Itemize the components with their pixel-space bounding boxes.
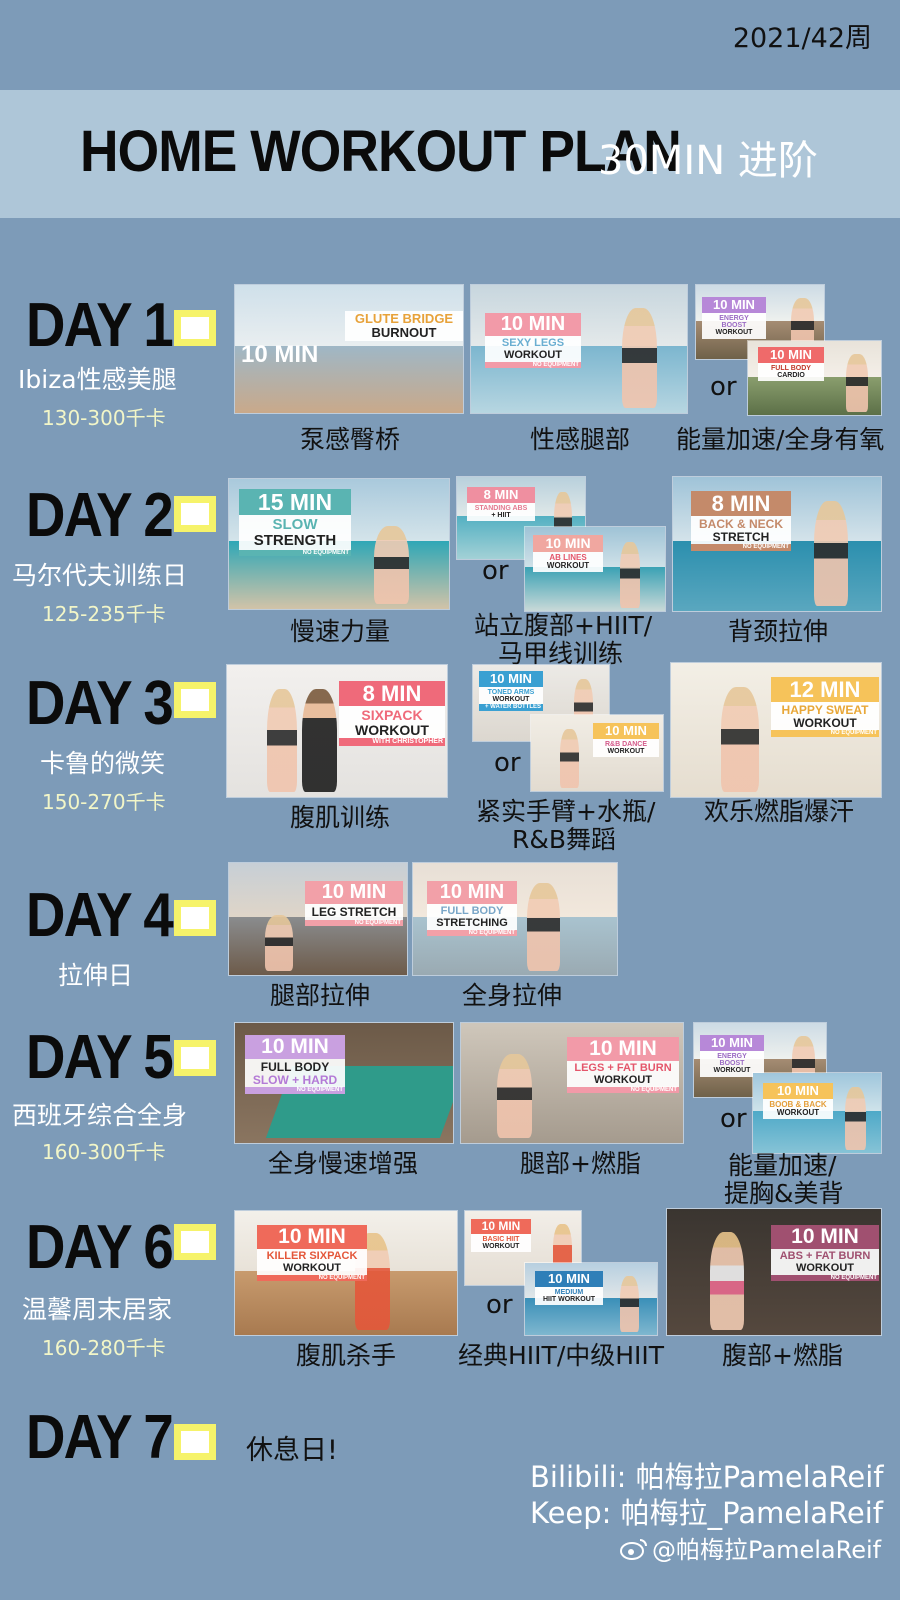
or-label: or [494, 748, 521, 778]
day-2-checkbox[interactable] [174, 496, 216, 532]
day-5-subtitle: 西班牙综合全身 [12, 1101, 188, 1130]
video-thumbnail[interactable]: 10 MIN LEGS + FAT BURN WORKOUT NO EQUIPM… [460, 1022, 684, 1144]
day-1-title: DAY 1 [26, 291, 174, 360]
day-2-subtitle: 马尔代夫训练日 [12, 561, 188, 590]
or-label: or [486, 1290, 513, 1320]
video-thumbnail[interactable]: 12 MIN HAPPY SWEAT WORKOUT NO EQUIPMENT [670, 662, 882, 798]
thumbnail-caption: 性感腿部 [530, 425, 631, 454]
weibo-handle: @帕梅拉PamelaReif [652, 1536, 882, 1564]
video-thumbnail[interactable]: 10 MIN ABS + FAT BURN WORKOUT NO EQUIPME… [666, 1208, 882, 1336]
thumbnail-caption: 能量加速/ [728, 1151, 837, 1180]
thumbnail-caption: 腹肌杀手 [296, 1341, 397, 1370]
plan-subtitle: 30MIN 进阶 [598, 138, 818, 184]
weibo-watermark: @帕梅拉PamelaReif [620, 1530, 881, 1565]
title-banner: HOME WORKOUT PLAN 30MIN 进阶 [0, 90, 900, 218]
video-thumbnail[interactable]: 8 MIN BACK & NECK STRETCH NO EQUIPMENT [672, 476, 882, 612]
thumbnail-caption: 紧实手臂+水瓶/ [476, 797, 656, 826]
day-4-title: DAY 4 [26, 881, 174, 950]
day-6-kcal: 160-280千卡 [42, 1336, 166, 1360]
video-thumbnail[interactable]: 10 MIN FULL BODY STRETCHING NO EQUIPMENT [412, 862, 618, 976]
video-thumbnail[interactable]: 10 MIN ENERGY BOOST WORKOUT [695, 284, 825, 360]
day-5-kcal: 160-300千卡 [42, 1140, 166, 1164]
thumbnail-caption: 腿部拉伸 [270, 981, 371, 1010]
rest-day-label: 休息日! [246, 1435, 338, 1466]
thumbnail-caption: 提胸&美背 [724, 1179, 844, 1208]
thumbnail-caption: 腹肌训练 [290, 803, 391, 832]
or-label: or [720, 1104, 747, 1134]
weibo-icon [620, 1537, 648, 1561]
day-3-subtitle: 卡鲁的微笑 [40, 749, 166, 778]
day-3-checkbox[interactable] [174, 682, 216, 718]
keep-credit: Keep: 帕梅拉_PamelaReif [530, 1496, 883, 1530]
video-thumbnail[interactable]: 10 MIN FULL BODY SLOW + HARD NO EQUIPMEN… [234, 1022, 454, 1144]
day-6-subtitle: 温馨周末居家 [22, 1295, 173, 1324]
video-thumbnail[interactable]: 10 MIN MEDIUM HIIT WORKOUT [524, 1262, 658, 1336]
day-2-title: DAY 2 [26, 481, 174, 550]
video-thumbnail[interactable]: 15 MIN SLOW STRENGTH NO EQUIPMENT [228, 478, 450, 610]
thumbnail-caption: 欢乐燃脂爆汗 [704, 797, 855, 826]
thumbnail-caption: 站立腹部+HIIT/ [474, 611, 653, 640]
video-thumbnail[interactable]: 10 MIN SEXY LEGS WORKOUT NO EQUIPMENT [470, 284, 688, 414]
or-label: or [710, 372, 737, 402]
day-7-title: DAY 7 [26, 1403, 174, 1472]
thumbnail-caption: 马甲线训练 [498, 639, 624, 668]
plan-title: HOME WORKOUT PLAN [80, 119, 682, 184]
video-thumbnail[interactable]: 8 MIN SIXPACK WORKOUT WITH CHRISTOPHER [226, 664, 448, 798]
day-3-title: DAY 3 [26, 669, 174, 738]
thumbnail-minutes: 10 MIN [241, 341, 319, 368]
day-1-checkbox[interactable] [174, 310, 216, 346]
day-4-subtitle: 拉伸日 [58, 961, 134, 990]
thumbnail-caption: 腹部+燃脂 [722, 1341, 843, 1370]
week-label: 2021/42周 [732, 23, 872, 54]
thumbnail-caption: R&B舞蹈 [512, 825, 617, 854]
video-thumbnail[interactable]: 10 MIN AB LINES WORKOUT [524, 526, 666, 612]
thumbnail-caption: 经典HIIT/中级HIIT [458, 1341, 665, 1370]
day-4-checkbox[interactable] [174, 900, 216, 936]
day-6-checkbox[interactable] [174, 1224, 216, 1260]
day-3-kcal: 150-270千卡 [42, 790, 166, 814]
video-thumbnail[interactable]: GLUTE BRIDGE BURNOUT 10 MIN [234, 284, 464, 414]
day-1-kcal: 130-300千卡 [42, 406, 166, 430]
video-thumbnail[interactable]: 10 MIN LEG STRETCH NO EQUIPMENT [228, 862, 408, 976]
thumbnail-caption: 慢速力量 [290, 617, 391, 646]
day-6-title: DAY 6 [26, 1213, 174, 1282]
thumbnail-caption: 能量加速/全身有氧 [676, 425, 885, 454]
video-thumbnail[interactable]: 10 MIN FULL BODY CARDIO [747, 340, 882, 416]
video-thumbnail[interactable]: 10 MIN BOOB & BACK WORKOUT [752, 1072, 882, 1154]
video-thumbnail[interactable]: 10 MIN BASIC HIIT WORKOUT [464, 1210, 582, 1286]
day-1-subtitle: Ibiza性感美腿 [18, 365, 177, 394]
day-7-checkbox[interactable] [174, 1424, 216, 1460]
or-label: or [482, 556, 509, 586]
day-2-kcal: 125-235千卡 [42, 602, 166, 626]
video-thumbnail[interactable]: 10 MIN R&B DANCE WORKOUT [530, 714, 664, 792]
thumbnail-caption: 腿部+燃脂 [520, 1149, 641, 1178]
day-5-title: DAY 5 [26, 1023, 174, 1092]
thumbnail-caption: 全身慢速增强 [268, 1149, 419, 1178]
thumbnail-caption: 背颈拉伸 [728, 617, 829, 646]
thumbnail-caption: 泵感臀桥 [300, 425, 401, 454]
day-5-checkbox[interactable] [174, 1040, 216, 1076]
video-thumbnail[interactable]: 10 MIN KILLER SIXPACK WORKOUT NO EQUIPME… [234, 1210, 458, 1336]
bilibili-credit: Bilibili: 帕梅拉PamelaReif [530, 1460, 884, 1494]
thumbnail-caption: 全身拉伸 [462, 981, 563, 1010]
